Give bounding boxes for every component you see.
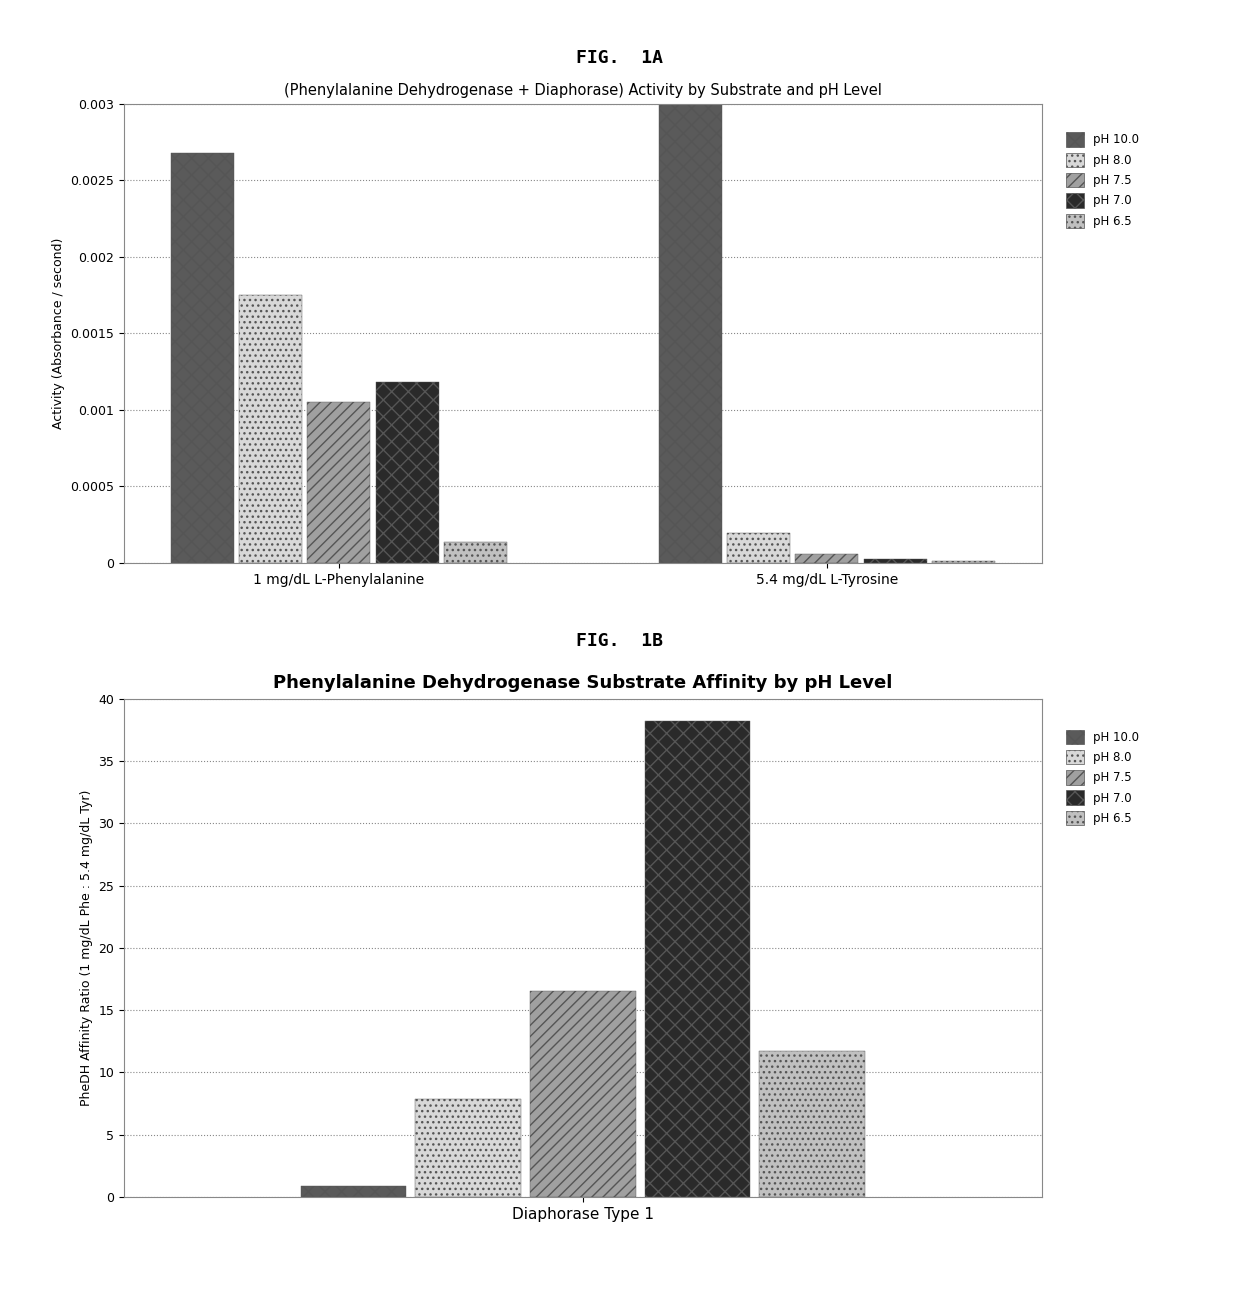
Title: (Phenylalanine Dehydrogenase + Diaphorase) Activity by Substrate and pH Level: (Phenylalanine Dehydrogenase + Diaphoras… bbox=[284, 83, 882, 98]
Bar bbox=[932, 560, 994, 563]
Bar bbox=[759, 1051, 866, 1197]
Bar bbox=[415, 1099, 521, 1197]
Bar bbox=[376, 382, 439, 563]
Bar bbox=[529, 991, 636, 1197]
Bar bbox=[645, 721, 750, 1197]
Bar bbox=[300, 1185, 407, 1197]
Bar bbox=[864, 559, 926, 563]
Text: FIG.  1B: FIG. 1B bbox=[577, 631, 663, 650]
Bar bbox=[308, 402, 371, 563]
Bar bbox=[795, 554, 858, 563]
Legend: pH 10.0, pH 8.0, pH 7.5, pH 7.0, pH 6.5: pH 10.0, pH 8.0, pH 7.5, pH 7.0, pH 6.5 bbox=[1066, 132, 1140, 228]
Text: FIG.  1A: FIG. 1A bbox=[577, 49, 663, 67]
Legend: pH 10.0, pH 8.0, pH 7.5, pH 7.0, pH 6.5: pH 10.0, pH 8.0, pH 7.5, pH 7.0, pH 6.5 bbox=[1066, 730, 1140, 826]
Bar bbox=[727, 533, 790, 563]
Bar bbox=[171, 153, 233, 563]
Bar bbox=[444, 542, 507, 563]
Bar bbox=[658, 104, 722, 563]
Bar bbox=[239, 295, 301, 563]
Y-axis label: PheDH Affinity Ratio (1 mg/dL Phe : 5.4 mg/dL Tyr): PheDH Affinity Ratio (1 mg/dL Phe : 5.4 … bbox=[79, 789, 93, 1106]
Y-axis label: Activity (Absorbance / second): Activity (Absorbance / second) bbox=[52, 238, 64, 428]
Title: Phenylalanine Dehydrogenase Substrate Affinity by pH Level: Phenylalanine Dehydrogenase Substrate Af… bbox=[273, 674, 893, 692]
